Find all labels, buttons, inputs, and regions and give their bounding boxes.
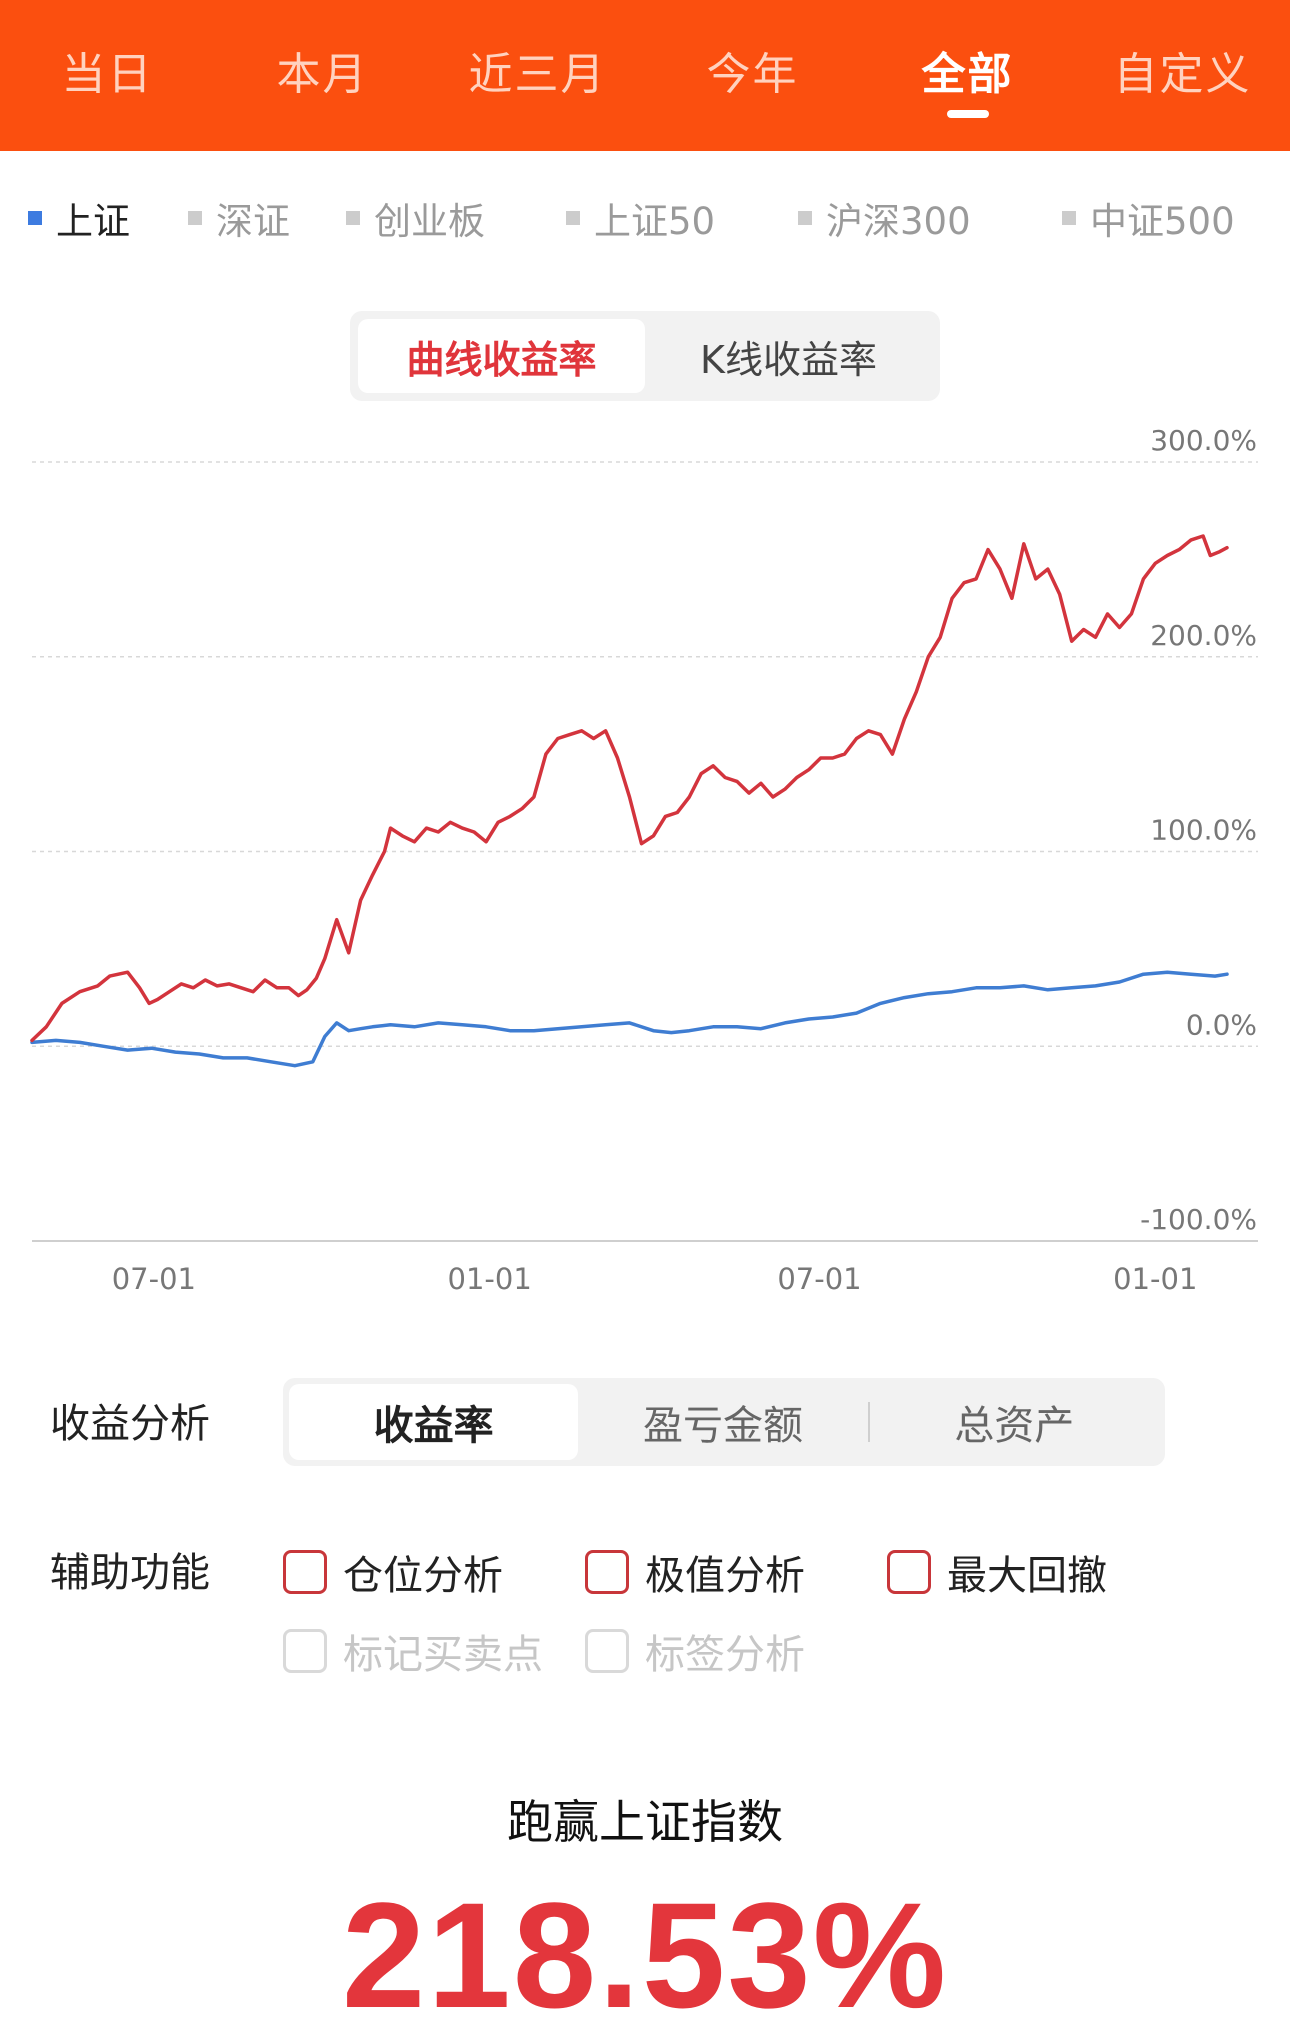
y-tick-label: 100.0%	[1150, 814, 1257, 847]
checkbox-icon	[283, 1550, 327, 1594]
checkbox-label: 仓位分析	[343, 1553, 503, 1599]
position-analysis-checkbox[interactable]: 仓位分析	[283, 1543, 503, 1601]
profit-amount-button[interactable]: 盈亏金额	[642, 1403, 803, 1449]
tab-label: 今年	[706, 49, 799, 100]
tab-label: 本月	[276, 49, 369, 100]
checkbox-label: 最大回撤	[947, 1553, 1107, 1599]
legend-square-icon	[566, 211, 580, 225]
checkbox-icon	[887, 1550, 931, 1594]
tab-all[interactable]: 全部	[860, 0, 1075, 151]
tab-custom[interactable]: 自定义	[1075, 0, 1290, 151]
tag-analysis-checkbox[interactable]: 标签分析	[585, 1622, 805, 1680]
index-item-shanghai[interactable]: 上证	[28, 191, 188, 245]
checkbox-icon	[283, 1629, 327, 1673]
y-tick-label: 300.0%	[1150, 424, 1257, 457]
max-drawdown-checkbox[interactable]: 最大回撤	[887, 1543, 1107, 1601]
legend-square-icon	[346, 211, 360, 225]
y-tick-label: -100.0%	[1140, 1203, 1257, 1236]
extreme-analysis-checkbox[interactable]: 极值分析	[585, 1543, 805, 1601]
aux-label: 辅助功能	[50, 1550, 210, 1596]
index-label: 深证	[216, 200, 290, 243]
checkbox-label: 极值分析	[645, 1553, 805, 1599]
return-rate-button[interactable]: 收益率	[289, 1384, 579, 1460]
index-label: 沪深300	[826, 200, 971, 243]
tab-label: 近三月	[468, 49, 607, 100]
x-tick-label: 01-01	[448, 1262, 532, 1296]
index-item-csi500[interactable]: 中证500	[1062, 191, 1235, 245]
tab-today[interactable]: 当日	[0, 0, 215, 151]
portfolio-return-line	[30, 534, 1229, 1043]
index-item-chinext[interactable]: 创业板	[346, 191, 566, 245]
x-tick-label: 07-01	[777, 1262, 861, 1296]
chart-mode-toggle: 曲线收益率 K线收益率	[350, 311, 940, 401]
index-return-line	[30, 970, 1229, 1068]
index-item-shenzhen[interactable]: 深证	[188, 191, 346, 245]
index-item-csi300[interactable]: 沪深300	[798, 191, 1062, 245]
x-tick-label: 01-01	[1113, 1262, 1197, 1296]
return-chart[interactable]: 300.0% 200.0% 100.0% 0.0% -100.0% 07-01 01-01 0…	[0, 420, 1290, 1300]
kline-return-button[interactable]: K线收益率	[700, 337, 877, 382]
analysis-label: 收益分析	[50, 1401, 210, 1447]
x-tick-label: 07-01	[112, 1262, 196, 1296]
tab-this-year[interactable]: 今年	[645, 0, 860, 151]
return-chart-svg: 300.0% 200.0% 100.0% 0.0% -100.0% 07-01 01-01 0…	[30, 424, 1258, 1296]
tab-last-three-months[interactable]: 近三月	[430, 0, 645, 151]
tab-label: 全部	[921, 49, 1014, 100]
tab-label: 自定义	[1113, 49, 1252, 100]
period-tab-bar: 当日 本月 近三月 今年 全部 自定义	[0, 0, 1290, 151]
total-assets-button[interactable]: 总资产	[954, 1403, 1075, 1449]
y-tick-label: 0.0%	[1186, 1008, 1257, 1041]
index-label: 中证500	[1090, 200, 1235, 243]
legend-square-icon	[28, 211, 42, 225]
index-item-sse50[interactable]: 上证50	[566, 191, 798, 245]
legend-square-icon	[1062, 211, 1076, 225]
index-selector: 上证 深证 创业板 上证50 沪深300 中证500	[0, 180, 1290, 256]
tab-label: 当日	[61, 49, 154, 100]
analysis-toggle: 收益率 盈亏金额 总资产	[283, 1378, 1165, 1466]
index-label: 上证	[56, 200, 130, 243]
y-tick-label: 200.0%	[1150, 619, 1257, 652]
tab-this-month[interactable]: 本月	[215, 0, 430, 151]
index-label: 创业板	[374, 200, 485, 243]
tab-active-underline	[946, 110, 989, 118]
beat-index-title: 跑赢上证指数	[507, 1795, 783, 1849]
mark-trade-points-checkbox[interactable]: 标记买卖点	[283, 1622, 543, 1680]
segment-divider	[867, 1402, 870, 1442]
legend-square-icon	[798, 211, 812, 225]
checkbox-icon	[585, 1629, 629, 1673]
checkbox-icon	[585, 1550, 629, 1594]
index-label: 上证50	[594, 200, 716, 243]
checkbox-label: 标记买卖点	[343, 1632, 543, 1678]
legend-square-icon	[188, 211, 202, 225]
curve-return-button[interactable]: 曲线收益率	[358, 319, 645, 393]
beat-index-value: 218.53%	[341, 1871, 949, 2039]
checkbox-label: 标签分析	[645, 1632, 805, 1678]
